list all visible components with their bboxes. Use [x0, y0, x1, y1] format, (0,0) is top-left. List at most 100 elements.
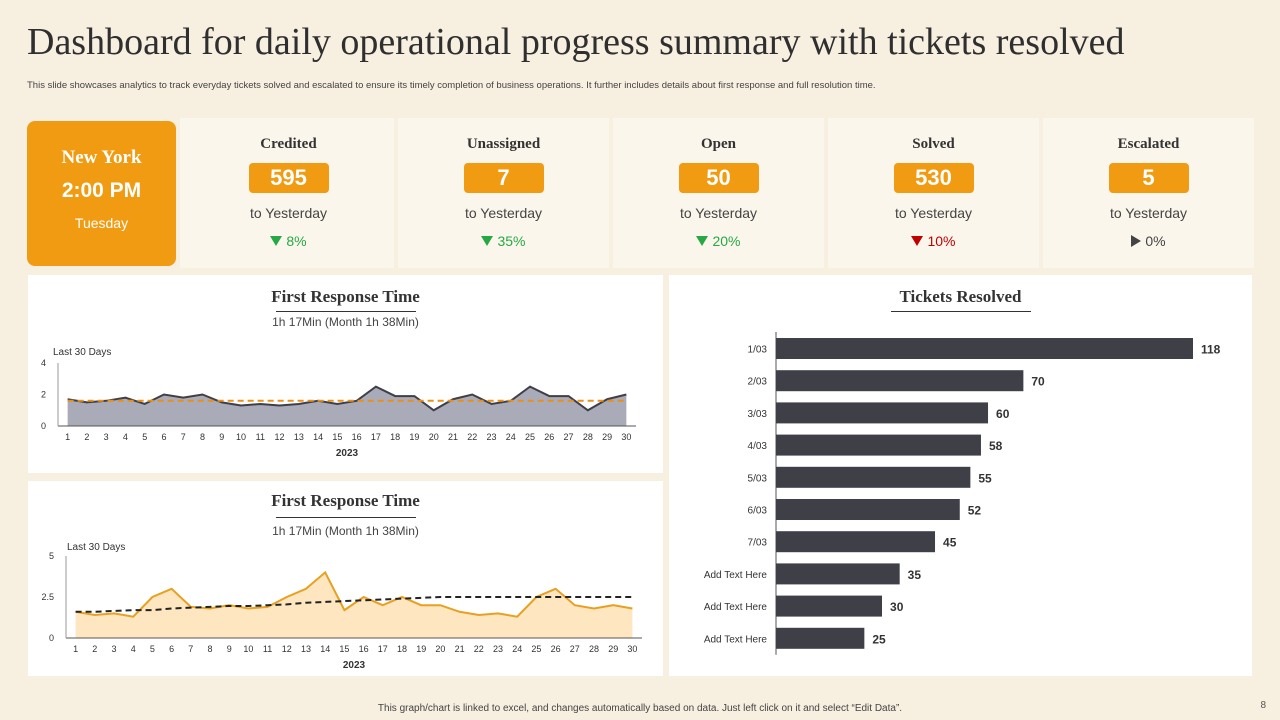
city-time: 2:00 PM — [61, 179, 142, 202]
x-tick-label: 21 — [455, 644, 465, 654]
series-line — [67, 385, 627, 412]
bar — [776, 434, 981, 456]
kpi-card-solved: Solved 530 to Yesterday 10% — [828, 118, 1039, 268]
chart2-subtitle: 1h 17Min (Month 1h 38Min) — [272, 524, 419, 538]
bar — [776, 466, 971, 488]
kpi-card-escalated: Escalated 5 to Yesterday 0% — [1043, 118, 1254, 268]
kpi-label: Unassigned — [466, 136, 541, 152]
kpi-card-unassigned: Unassigned 7 to Yesterday 35% — [398, 118, 609, 268]
x-tick-label: 9 — [219, 432, 224, 442]
page-subtitle: This slide showcases analytics to track … — [27, 80, 876, 91]
bar — [776, 338, 1193, 359]
tickets-resolved-panel: Tickets Resolved 118 1/03 70 2/03 60 3/03 58 4/… — [669, 275, 1252, 676]
kpi-value: 7 — [463, 163, 544, 193]
x-tick-label: 4 — [123, 432, 128, 442]
bar-value-label: 25 — [872, 632, 886, 646]
category-label: 4/03 — [748, 441, 768, 452]
kpi-card-credited: Credited 595 to Yesterday 8% — [183, 118, 394, 268]
x-tick-label: 30 — [627, 644, 637, 654]
bar — [776, 627, 865, 649]
x-tick-label: 2 — [84, 432, 89, 442]
kpi-change: 8% — [183, 233, 394, 249]
x-tick-label: 19 — [409, 432, 419, 442]
triangle-down-icon — [481, 236, 494, 246]
bar-value-label: 55 — [978, 471, 992, 485]
x-tick-label: 5 — [142, 432, 147, 442]
kpi-change: 10% — [828, 233, 1039, 249]
chart2-svg: 02.551 2 3 4 5 6 7 8 9 10 11 12 13 14 15 16 17 18 19 20 21 22… — [41, 542, 642, 671]
kpi-sub: to Yesterday — [464, 205, 543, 221]
x-tick-label: 9 — [227, 644, 232, 654]
x-tick-label: 4 — [131, 644, 136, 654]
triangle-down-icon — [696, 236, 709, 246]
city-day: Tuesday — [74, 215, 129, 231]
chart1-subtitle: 1h 17Min (Month 1h 38Min) — [272, 315, 419, 329]
x-tick-label: 16 — [359, 644, 369, 654]
x-tick-label: 12 — [275, 432, 285, 442]
x-axis-label: 2023 — [343, 660, 366, 671]
x-tick-label: 3 — [104, 432, 109, 442]
bar-value-label: 118 — [1201, 343, 1221, 357]
x-tick-label: 3 — [111, 644, 116, 654]
kpi-label: Escalated — [1117, 136, 1180, 152]
kpi-card-open: Open 50 to Yesterday 20% — [613, 118, 824, 268]
bar-value-label: 35 — [908, 568, 922, 582]
y-tick-label: 2.5 — [41, 592, 54, 602]
x-tick-label: 13 — [301, 644, 311, 654]
bar — [776, 370, 1024, 392]
triangle-right-icon — [1131, 235, 1142, 247]
bar — [776, 595, 883, 617]
category-label: 6/03 — [748, 506, 768, 517]
x-tick-label: 27 — [570, 644, 580, 654]
bar — [776, 563, 900, 585]
x-tick-label: 11 — [256, 432, 265, 442]
chart3-svg: 118 1/03 70 2/03 60 3/03 58 4/03 55 5/03 52 6/03 45 7… — [704, 332, 1221, 655]
x-tick-label: 19 — [416, 644, 426, 654]
triangle-down-icon — [270, 236, 283, 246]
kpi-sub: to Yesterday — [894, 205, 973, 221]
category-label: Add Text Here — [704, 570, 768, 581]
bar-value-label: 60 — [996, 407, 1010, 421]
bar-value-label: 58 — [989, 439, 1003, 453]
location-card: New York 2:00 PM Tuesday — [27, 121, 176, 266]
kpi-value: 50 — [678, 163, 759, 193]
kpi-strip — [180, 118, 1254, 268]
x-tick-label: 15 — [332, 432, 342, 442]
kpi-divider — [824, 118, 828, 268]
kpi-change-value: 8% — [286, 233, 307, 249]
chart1-title-rule — [276, 311, 416, 312]
x-tick-label: 2 — [92, 644, 97, 654]
kpi-change-value: 10% — [927, 233, 956, 249]
x-tick-label: 25 — [525, 432, 535, 442]
y-tick-label: 0 — [41, 421, 46, 431]
kpi-sub: to Yesterday — [1109, 205, 1188, 221]
bar — [776, 402, 989, 424]
x-tick-label: 14 — [313, 432, 323, 442]
kpi-change-value: 0% — [1145, 233, 1166, 249]
x-tick-label: 23 — [493, 644, 503, 654]
x-tick-label: 13 — [294, 432, 304, 442]
x-tick-label: 27 — [564, 432, 574, 442]
bar-value-label: 52 — [968, 504, 982, 518]
category-label: 1/03 — [748, 345, 768, 356]
chart3-title: Tickets Resolved — [899, 287, 1022, 306]
chart2-title-rule — [276, 517, 416, 518]
x-tick-label: 28 — [589, 644, 599, 654]
x-tick-label: 7 — [181, 432, 186, 442]
x-tick-label: 26 — [544, 432, 554, 442]
y-tick-label: 5 — [49, 551, 54, 561]
page-number: 8 — [1260, 700, 1266, 711]
x-tick-label: 22 — [467, 432, 477, 442]
x-tick-label: 11 — [263, 644, 272, 654]
category-label: 3/03 — [748, 409, 768, 420]
response-time-panel-2: First Response Time 1h 17Min (Month 1h 3… — [28, 481, 663, 676]
kpi-change: 20% — [613, 233, 824, 249]
y-tick-label: 2 — [41, 390, 46, 400]
series-line — [75, 570, 633, 618]
x-tick-label: 1 — [65, 432, 70, 442]
kpi-change-value: 35% — [497, 233, 526, 249]
page-title: Dashboard for daily operational progress… — [27, 21, 1125, 63]
category-label: 5/03 — [748, 473, 768, 484]
bar — [776, 531, 936, 553]
kpi-value: 530 — [893, 163, 974, 193]
